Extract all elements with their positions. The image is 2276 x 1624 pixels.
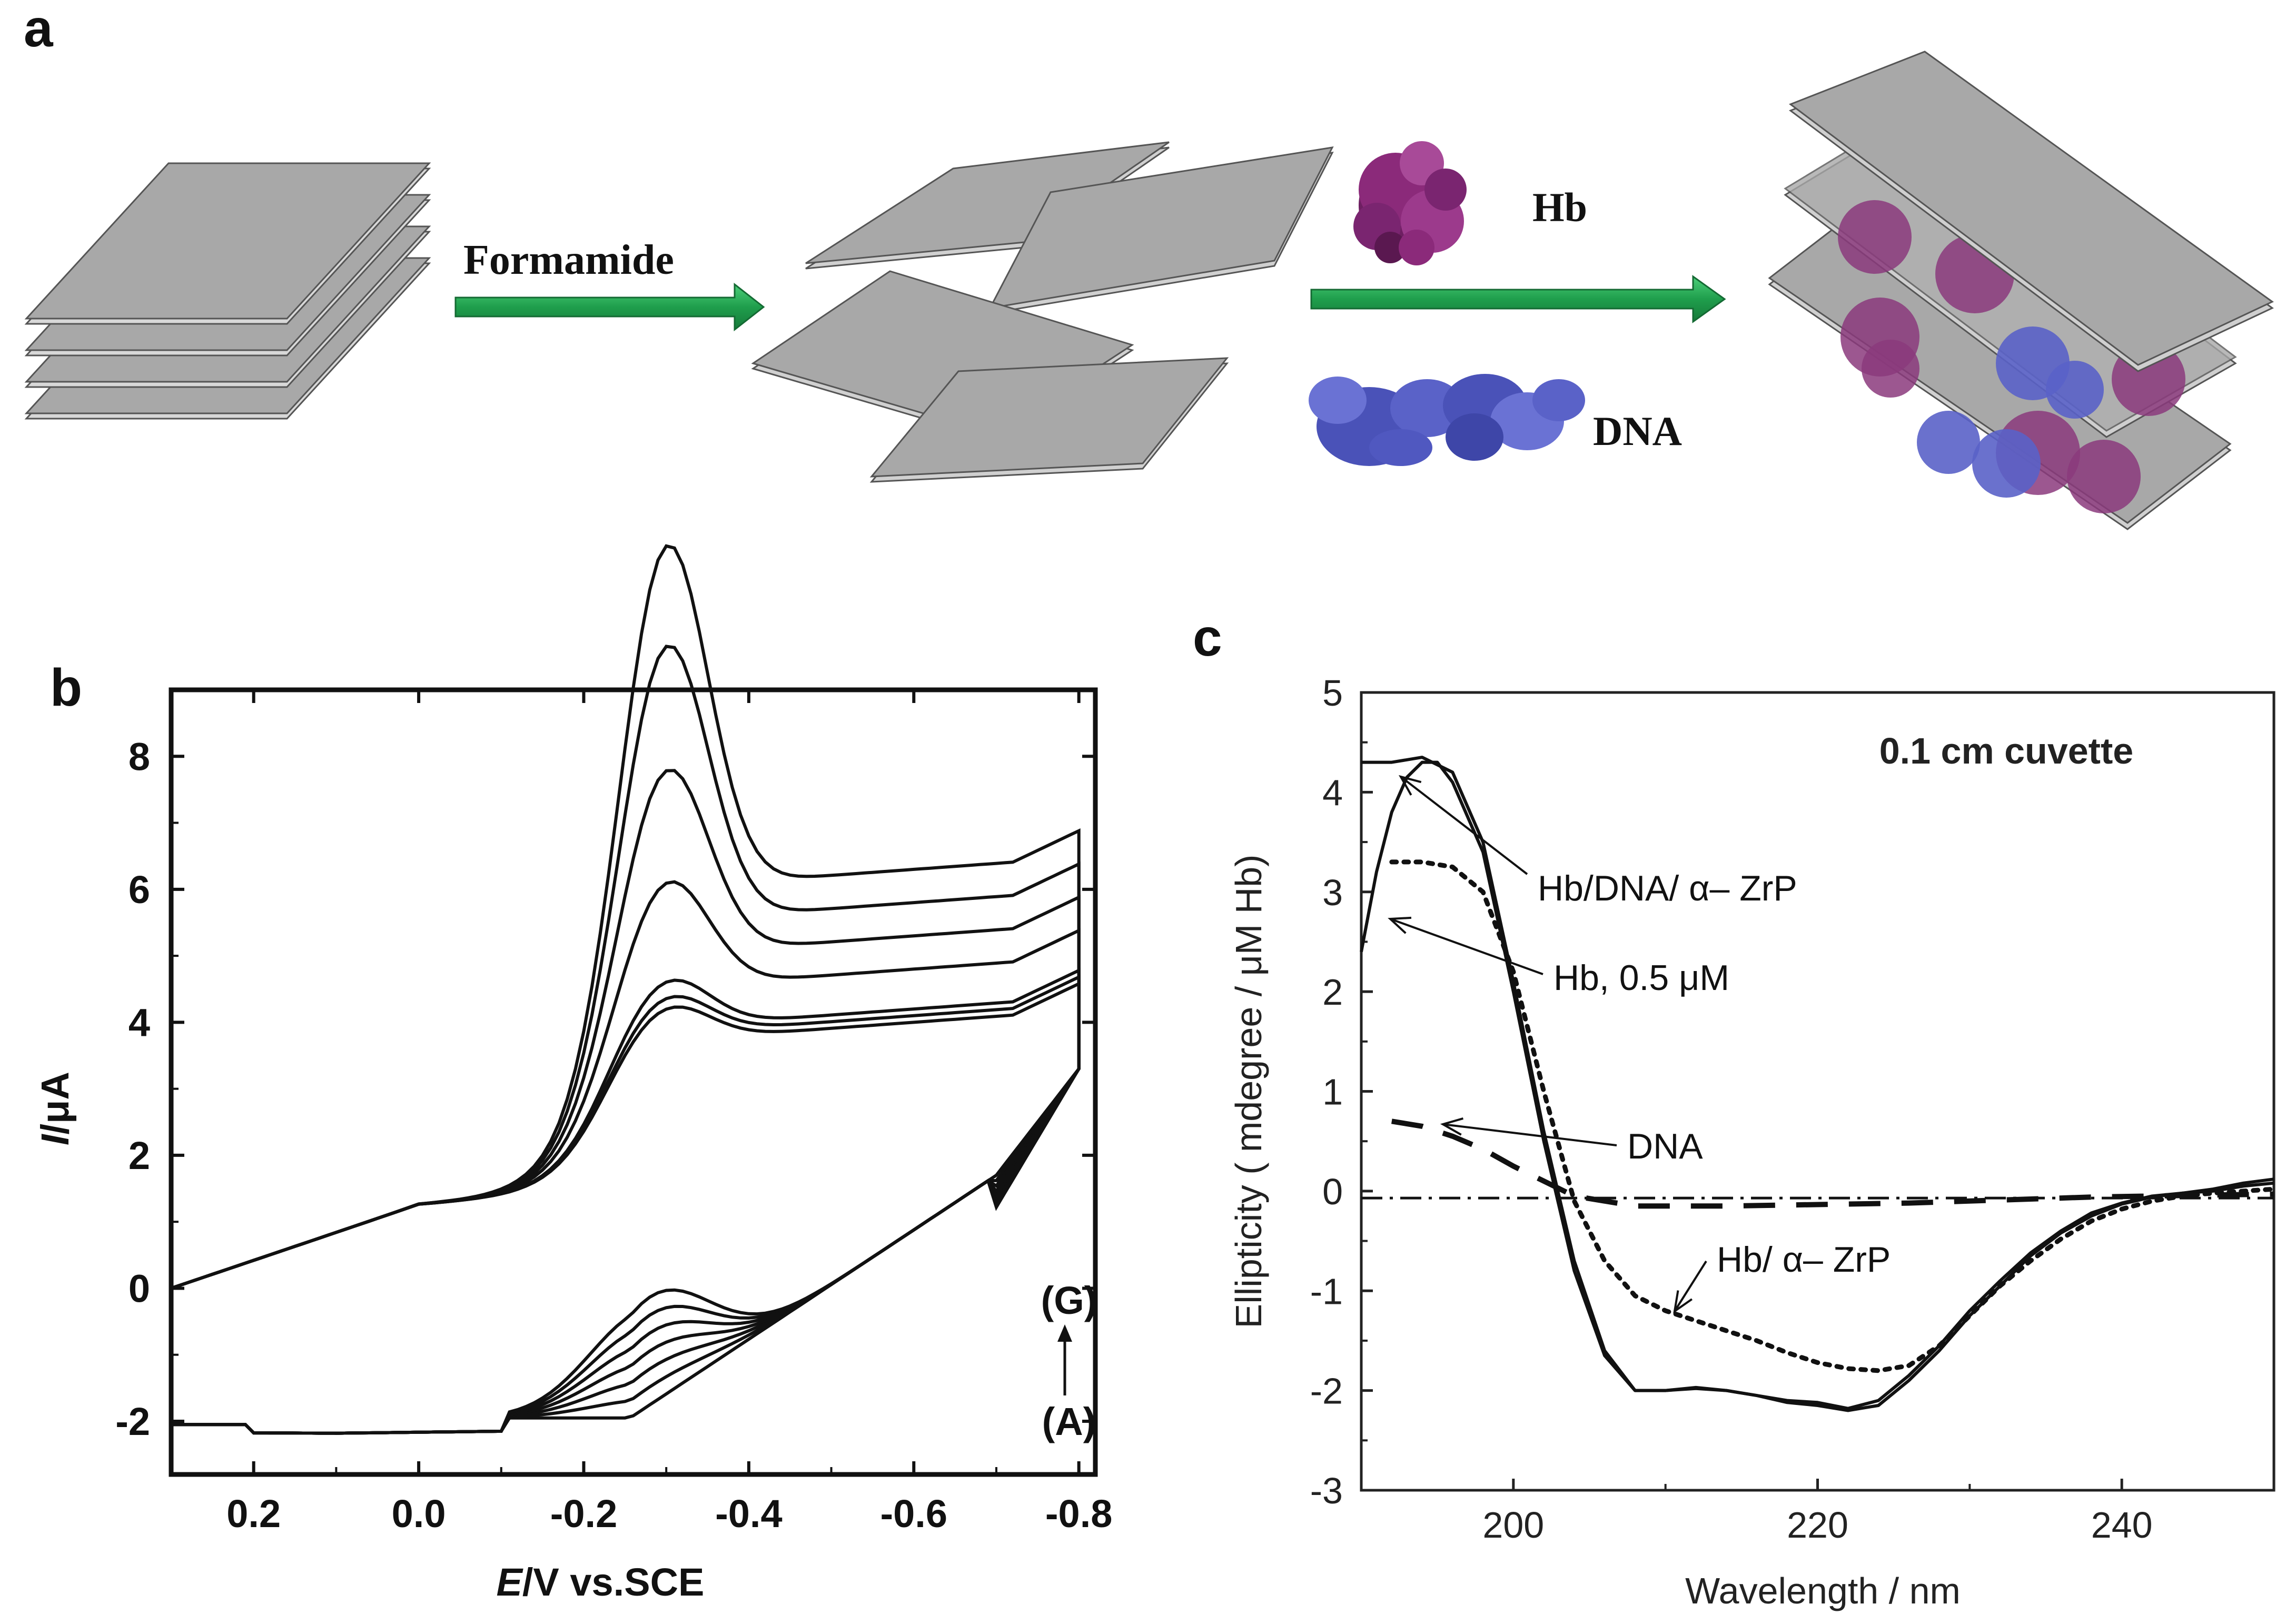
cv-y-axis-label-rest: /μA <box>33 1072 77 1134</box>
exfoliated-sheets <box>751 141 1334 483</box>
cv-y-tick-label: 6 <box>128 868 150 912</box>
intercalated-composite <box>1768 51 2274 530</box>
cv-x-tick-label: -0.4 <box>715 1492 783 1536</box>
cd-y-tick-label: 0 <box>1322 1171 1343 1212</box>
cv-curve-C <box>171 968 1081 1435</box>
cv-annotation-a: (A) <box>1042 1400 1096 1443</box>
cv-x-tick-label: 0.0 <box>392 1492 446 1536</box>
cd-y-tick-label: -3 <box>1310 1470 1343 1511</box>
cd-label-arrow <box>1390 918 1543 975</box>
cd-label-arrowhead <box>1388 916 1412 934</box>
panel-label-b: b <box>50 658 82 717</box>
cd-x-tick-label: 220 <box>1787 1504 1848 1546</box>
cv-annotation-arrowhead <box>1057 1324 1072 1342</box>
cd-y-tick-label: 2 <box>1322 972 1343 1013</box>
cv-y-tick-label: 0 <box>128 1266 150 1310</box>
cv-curves <box>171 544 1081 1435</box>
cd-y-axis-label: Ellipticity ( mdegree / μM Hb) <box>1228 855 1269 1329</box>
cd-label-arrowhead <box>1398 775 1422 796</box>
cv-x-tick-label: -0.2 <box>550 1492 618 1536</box>
cd-label-arrowhead <box>1673 1290 1693 1314</box>
cv-y-tick-label: 4 <box>128 1001 150 1044</box>
cd-annotation-cuvette: 0.1 cm cuvette <box>1879 730 2133 771</box>
cv-y-tick-label: 8 <box>128 735 150 778</box>
cd-x-axis-label: Wavelength / nm <box>1685 1570 1961 1611</box>
cd-series-solid-0 <box>1361 756 2274 1410</box>
cd-y-tick-label: 3 <box>1322 872 1343 913</box>
cv-y-axis-label: I/μA <box>33 1072 77 1145</box>
cd-curves <box>1360 756 2276 1412</box>
cd-series-solid-1 <box>1360 760 2274 1412</box>
cd-plot-frame <box>1360 691 2275 1492</box>
formamide-arrow <box>454 282 765 332</box>
hb-label: Hb <box>1532 184 1587 230</box>
panel-label-a: a <box>24 0 54 58</box>
cv-y-tick-label: 2 <box>128 1134 150 1177</box>
cd-x-tick-label: 240 <box>2091 1504 2153 1546</box>
cd-label-arrow <box>1442 1123 1617 1146</box>
cd-y-tick-label: 5 <box>1322 672 1343 714</box>
cv-annotation-g: (G) <box>1041 1279 1097 1322</box>
cv-chart: 0.2 0.0 -0.2 -0.4 -0.6 -0.8 -2 0 2 4 6 8 E/V vs.SCE I… <box>33 544 1113 1604</box>
cv-x-axis-label-italic: E <box>497 1560 524 1604</box>
cd-y-tick-label: 1 <box>1322 1072 1343 1113</box>
cv-x-axis-label-rest: /V vs.SCE <box>522 1560 705 1604</box>
hb-molecule-icon <box>1353 141 1467 265</box>
cv-curve-G <box>171 544 1081 1435</box>
cd-chart: 200 220 240 -3 -2 -1 0 1 2 3 4 5 Wavelength / nm Elli… <box>1228 672 2276 1611</box>
cd-series-dotted-2 <box>1389 859 2276 1373</box>
dna-molecule-icon <box>1309 374 1585 466</box>
cv-x-axis-label: E/V vs.SCE <box>497 1560 705 1604</box>
formamide-label: Formamide <box>463 237 674 283</box>
cd-label-arrow <box>1674 1260 1707 1312</box>
cv-curve-E <box>171 769 1081 1435</box>
cv-curve-B <box>171 974 1081 1435</box>
cd-series-label-2: DNA <box>1627 1126 1703 1166</box>
cd-series-label-0: Hb/DNA/ α– ZrP <box>1538 868 1797 908</box>
cv-x-tick-label: -0.8 <box>1045 1492 1113 1536</box>
cv-x-tick-label: 0.2 <box>226 1492 281 1536</box>
intercalation-arrow <box>1310 275 1726 323</box>
cd-x-tick-label: 200 <box>1482 1504 1544 1546</box>
panel-label-c: c <box>1193 608 1222 667</box>
cv-x-tick-label: -0.6 <box>880 1492 948 1536</box>
cv-y-tick-label: -2 <box>115 1400 150 1443</box>
cd-y-tick-label: 4 <box>1322 772 1343 813</box>
cv-plot-frame <box>169 687 1098 1477</box>
stacked-layers <box>24 162 431 420</box>
cd-series-label-1: Hb, 0.5 μM <box>1553 958 1729 998</box>
cd-label-arrow <box>1400 776 1528 875</box>
cd-y-tick-label: -1 <box>1310 1271 1343 1312</box>
cd-y-tick-label: -2 <box>1310 1371 1343 1412</box>
dna-label: DNA <box>1593 408 1682 454</box>
cd-series-label-3: Hb/ α– ZrP <box>1717 1240 1891 1280</box>
cv-y-axis-label-italic: I <box>33 1134 77 1145</box>
cd-label-arrowhead <box>1440 1117 1464 1136</box>
